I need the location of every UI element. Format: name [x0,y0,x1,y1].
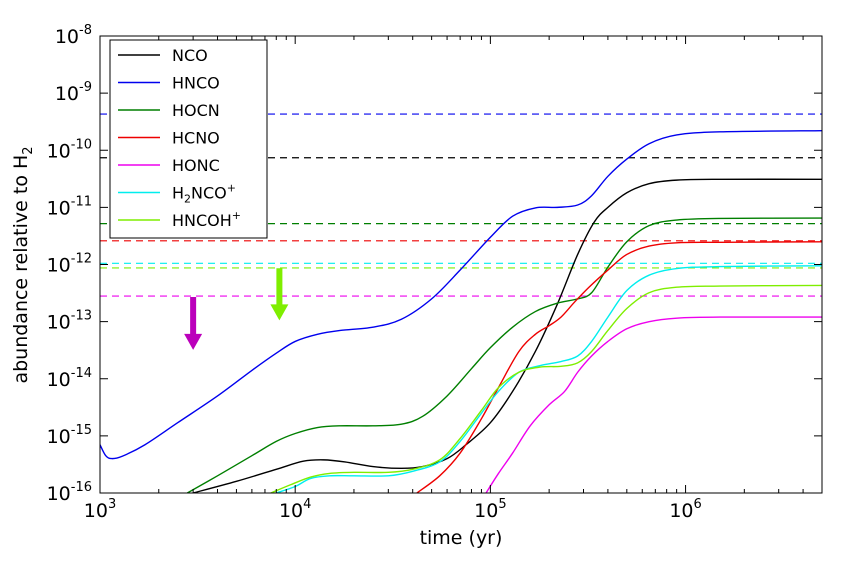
series-line-nco [192,178,822,493]
series-line-hocn [186,217,822,493]
y-tick-label: 10-13 [47,309,92,334]
y-tick-label: 10-10 [47,137,92,162]
legend-entry-hcno: HCNO [118,129,220,148]
legend-label: NCO [172,46,208,65]
legend-box [109,39,268,239]
legend-label: HCNO [172,129,220,148]
y-tick-label: 10-12 [47,252,92,277]
legend-label: H2NCO+ [172,182,236,206]
upper-limit-arrows [184,268,289,350]
series-line-hcno [416,241,822,493]
y-axis-label-sub: 2 [21,146,36,154]
y-tick-label: 10-9 [55,80,92,105]
y-tick-label: 10-14 [47,366,92,391]
x-tick-label: 106 [669,497,701,522]
legend-entry-honc: HONC [118,156,220,175]
arrow-hncohplus-upper-limit [270,268,289,321]
y-tick-label: 10-16 [47,480,92,505]
legend-entries: NCO HNCO HOCN HCNO HONC H2NCO+ HNCOH+ [118,46,241,230]
axis-ticks: 103 104 105 106 10-16 10-15 10-14 10-13 10-12 10-… [47,23,822,522]
legend-entry-hocn: HOCN [118,101,220,120]
y-tick-label: 10-11 [47,194,92,219]
series-line-hnco [100,129,822,460]
series-line-h2ncoplus [276,265,822,493]
legend-label: HONC [172,156,220,175]
legend-entry-hncohplus: HNCOH+ [118,209,241,230]
y-axis-label-main: abundance relative to H [10,155,32,384]
legend-entry-hnco: HNCO [118,74,220,93]
legend-label: HNCO [172,74,220,93]
legend-entry-nco: NCO [118,46,208,65]
legend-entry-h2ncoplus: H2NCO+ [118,182,236,206]
y-tick-label: 10-15 [47,423,92,448]
legend: NCO HNCO HOCN HCNO HONC H2NCO+ HNCOH+ [109,39,268,239]
series-lines [100,129,822,493]
legend-label: HNCOH+ [172,209,241,230]
y-axis-label: abundance relative to H2 [10,146,36,383]
arrow-head [184,333,203,350]
legend-label: HOCN [172,101,220,120]
arrow-head [270,304,289,321]
x-tick-label: 105 [474,497,506,522]
series-line-honc [485,316,822,493]
y-tick-label: 10-8 [55,23,92,48]
x-tick-label: 104 [279,497,311,522]
x-tick-label: 103 [84,497,116,522]
arrow-honc-upper-limit [184,296,203,350]
series-line-hncohplus [270,284,822,493]
x-axis-label: time (yr) [420,527,503,549]
